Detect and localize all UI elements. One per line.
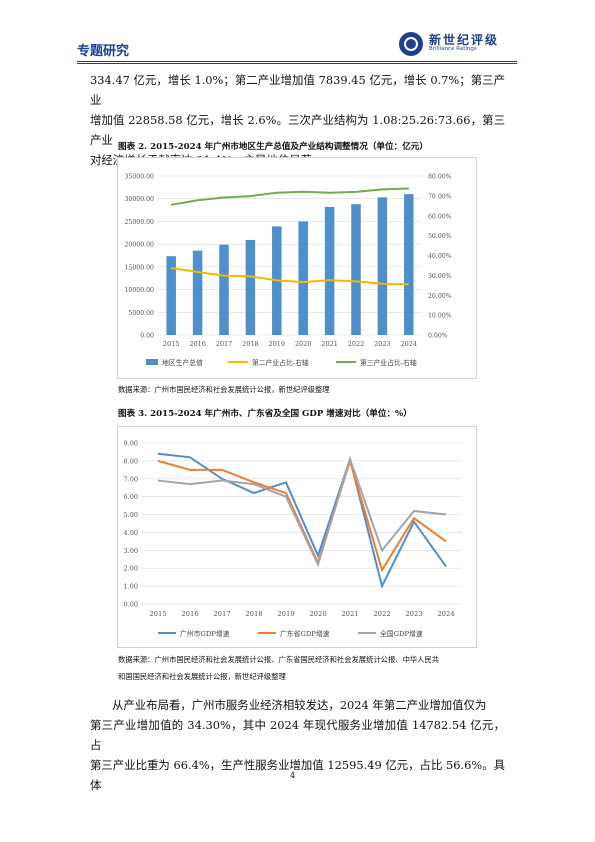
bar-gdp — [245, 239, 256, 335]
figure3-source-line1: 数据来源：广州市国民经济和社会发展统计公报、广东省国民经济和社会发展统计公报、中… — [118, 655, 440, 664]
x-tick-label: 2023 — [405, 610, 422, 618]
legend-swatch — [146, 359, 158, 365]
y2-tick-label: 40.00% — [428, 253, 452, 260]
y-tick-label: 5000.00 — [128, 310, 154, 317]
y-tick-label: 7.00 — [124, 475, 138, 483]
y-tick-label: 0.00 — [124, 601, 138, 609]
figure2-source: 数据来源：广州市国民经济和社会发展统计公报，新世纪评级整理 — [118, 385, 330, 394]
outro-paragraph: 从产业布局看，广州市服务业经济相较发达，2024 年第二产业增加值仅为 第三产业… — [90, 695, 505, 795]
x-tick-label: 2020 — [295, 340, 312, 348]
header-rule-thin — [77, 63, 517, 64]
y-tick-label: 6.00 — [124, 493, 138, 501]
x-tick-label: 2021 — [321, 340, 338, 348]
y2-tick-label: 0.00% — [428, 333, 448, 340]
x-tick-label: 2016 — [181, 610, 198, 618]
legend-label: 广东省GDP增速 — [280, 629, 330, 638]
figure2-chart: 0.00 5000.00 10000.00 15000.00 20000.00 25000… — [117, 157, 477, 379]
y2-tick-label: 80.00% — [428, 174, 452, 181]
y2-tick-label: 60.00% — [428, 213, 452, 220]
series-line — [157, 457, 447, 573]
brand-logo: 新世纪评级 Brilliance Ratings — [399, 29, 519, 59]
bar-gdp — [377, 197, 388, 335]
section-title: 专题研究 — [77, 44, 130, 59]
series-line — [171, 267, 409, 286]
legend-label: 地区生产总值 — [162, 358, 203, 367]
bar-gdp — [192, 250, 203, 335]
y-tick-label: 25000.00 — [124, 219, 154, 226]
logo-cn-text: 新世纪评级 — [429, 33, 500, 47]
series-line — [157, 455, 447, 568]
figure3-chart: 0.00 1.00 2.00 3.00 4.00 5.00 6.00 7.00 8.00 9.00… — [117, 426, 477, 648]
x-tick-label: 2020 — [309, 610, 326, 618]
bar-gdp — [298, 221, 308, 335]
legend-label: 第二产业占比-右轴 — [252, 358, 309, 367]
bar-gdp — [219, 244, 229, 335]
x-tick-label: 2019 — [269, 340, 286, 348]
x-tick-label: 2015 — [149, 610, 166, 618]
y-tick-label: 35000.00 — [124, 174, 154, 181]
header-rule — [77, 61, 517, 62]
x-tick-label: 2024 — [401, 340, 418, 348]
x-tick-label: 2018 — [245, 610, 262, 618]
y-tick-label: 30000.00 — [124, 196, 154, 203]
y-tick-label: 10000.00 — [124, 287, 154, 294]
figure3-source-line2: 和国国民经济和社会发展统计公报，新世纪评级整理 — [118, 672, 286, 681]
outro-line: 第三产业比重为 66.4%，生产性服务业增加值 12595.49 亿元，占比 5… — [90, 758, 505, 792]
x-tick-label: 2018 — [242, 340, 259, 348]
y2-tick-label: 20.00% — [428, 293, 452, 300]
logo-en-text: Brilliance Ratings — [429, 46, 477, 52]
legend-label: 广州市GDP增速 — [180, 629, 230, 638]
y-tick-label: 8.00 — [124, 457, 138, 465]
intro-paragraph: 334.47 亿元，增长 1.0%；第二产业增加值 7839.45 亿元，增长 … — [90, 70, 505, 170]
y-tick-label: 3.00 — [124, 547, 138, 555]
x-tick-label: 2019 — [277, 610, 294, 618]
figure2-caption: 图表 2. 2015-2024 年广州市地区生产总值及产业结构调整情况（单位：亿… — [118, 142, 428, 152]
y2-tick-label: 10.00% — [428, 313, 452, 320]
figure2-svg: 0.00 5000.00 10000.00 15000.00 20000.00 25000… — [124, 174, 452, 368]
bar-gdp — [404, 194, 414, 335]
x-tick-label: 2022 — [348, 340, 365, 348]
x-tick-label: 2017 — [213, 610, 230, 618]
series-line — [157, 452, 447, 589]
legend-label: 第三产业占比-右轴 — [360, 358, 417, 367]
intro-line: 增加值 22858.58 亿元，增长 2.6%。三次产业结构为 1.08:25.… — [90, 113, 505, 147]
y-tick-label: 0.00 — [140, 333, 154, 340]
page-number: 4 — [290, 771, 296, 780]
intro-line: 334.47 亿元，增长 1.0%；第二产业增加值 7839.45 亿元，增长 … — [90, 73, 505, 107]
outro-line: 第三产业增加值的 34.30%，其中 2024 年现代服务业增加值 14782.… — [90, 718, 505, 752]
figure3-svg: 0.00 1.00 2.00 3.00 4.00 5.00 6.00 7.00 8.00 9.00… — [124, 440, 462, 638]
bar-gdp — [351, 204, 361, 335]
y-tick-label: 2.00 — [124, 565, 138, 573]
x-tick-label: 2022 — [373, 610, 390, 618]
x-tick-label: 2015 — [163, 340, 180, 348]
y2-tick-label: 50.00% — [428, 233, 452, 240]
y2-tick-label: 30.00% — [428, 273, 452, 280]
y-tick-label: 1.00 — [124, 583, 138, 591]
y-tick-label: 9.00 — [124, 440, 138, 448]
bar-gdp — [324, 206, 335, 335]
logo-emblem-icon — [399, 32, 423, 56]
y-tick-label: 15000.00 — [124, 264, 154, 271]
legend-label: 全国GDP增速 — [380, 629, 423, 638]
bar-gdp — [166, 256, 176, 335]
x-tick-label: 2024 — [437, 610, 454, 618]
x-tick-label: 2016 — [189, 340, 206, 348]
x-tick-label: 2017 — [216, 340, 233, 348]
y-tick-label: 4.00 — [124, 529, 138, 537]
figure3-caption: 图表 3. 2015-2024 年广州市、广东省及全国 GDP 增速对比（单位：… — [118, 409, 412, 419]
y-tick-label: 20000.00 — [124, 242, 154, 249]
x-tick-label: 2023 — [374, 340, 391, 348]
outro-line: 从产业布局看，广州市服务业经济相较发达，2024 年第二产业增加值仅为 — [112, 698, 487, 712]
x-tick-label: 2021 — [341, 610, 358, 618]
series-line — [171, 187, 409, 206]
y-tick-label: 5.00 — [124, 511, 138, 519]
y2-tick-label: 70.00% — [428, 193, 452, 200]
